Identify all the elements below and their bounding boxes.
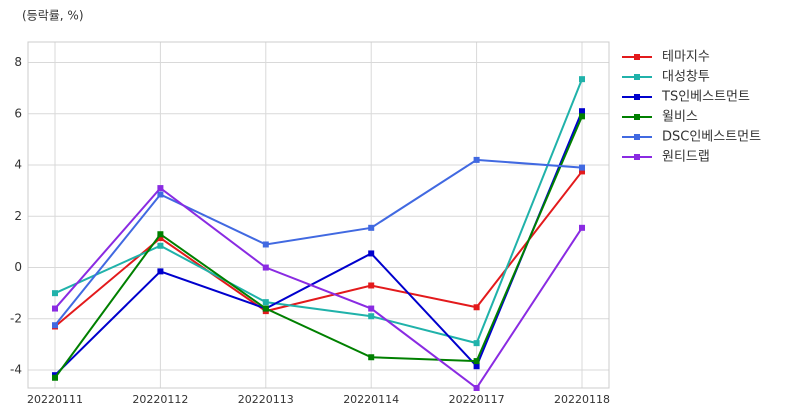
- series-line: [54, 115, 583, 379]
- point: [368, 250, 375, 257]
- legend-marker: [634, 54, 640, 60]
- point: [473, 385, 480, 391]
- point: [579, 76, 585, 83]
- legend-label: TS인베스트먼트: [661, 90, 750, 105]
- point: [368, 313, 375, 320]
- point: [157, 191, 164, 198]
- point: [579, 113, 585, 120]
- point: [157, 242, 164, 249]
- legend-marker: [634, 74, 640, 80]
- y-tick-label: 4: [14, 158, 22, 172]
- point: [579, 108, 585, 115]
- point: [473, 340, 480, 347]
- x-tick-label: 20220111: [27, 393, 83, 406]
- legend-label: DSC인베스트먼트: [662, 130, 761, 145]
- y-tick-label: -4: [10, 363, 22, 377]
- x-tick-label: 20220114: [343, 393, 399, 406]
- legend-marker: [634, 94, 640, 100]
- point: [368, 305, 375, 312]
- point: [157, 185, 164, 192]
- x-tick-label: 20220112: [132, 393, 188, 406]
- legend-label: 테마지수: [662, 50, 710, 65]
- point: [579, 168, 585, 175]
- legend-marker: [634, 114, 640, 120]
- point: [52, 322, 58, 329]
- point: [368, 354, 375, 361]
- legend-label: 윌비스: [662, 110, 698, 125]
- point: [368, 282, 375, 289]
- point: [473, 358, 480, 365]
- point: [473, 304, 480, 311]
- point: [262, 305, 269, 312]
- point: [262, 264, 269, 271]
- point: [52, 305, 58, 312]
- point: [473, 156, 480, 163]
- point: [262, 241, 269, 248]
- point: [157, 235, 164, 242]
- series-line: [54, 158, 583, 326]
- y-tick-label: 6: [14, 106, 22, 120]
- chart-title: (등락률, %): [22, 9, 84, 23]
- series-line: [54, 186, 583, 390]
- series-line: [54, 110, 583, 376]
- point: [52, 290, 58, 297]
- point: [368, 224, 375, 231]
- legend-marker: [634, 154, 640, 160]
- y-tick-label: -2: [10, 311, 22, 325]
- y-tick-label: 8: [14, 55, 22, 69]
- point: [157, 231, 164, 238]
- y-tick-label: 2: [14, 209, 22, 223]
- x-tick-label: 20220118: [554, 393, 610, 406]
- y-tick-label: 0: [14, 260, 22, 274]
- x-tick-label: 20220117: [449, 393, 505, 406]
- point: [157, 268, 164, 275]
- x-tick-label: 20220113: [238, 393, 294, 406]
- series-line: [54, 78, 583, 345]
- point: [579, 224, 585, 231]
- point: [52, 374, 58, 381]
- legend-label: 원티드랩: [662, 150, 710, 165]
- plot-frame: [27, 41, 610, 389]
- legend-marker: [634, 134, 640, 140]
- legend-label: 대성창투: [662, 70, 710, 85]
- point: [262, 299, 269, 306]
- point: [579, 164, 585, 171]
- point: [473, 363, 480, 370]
